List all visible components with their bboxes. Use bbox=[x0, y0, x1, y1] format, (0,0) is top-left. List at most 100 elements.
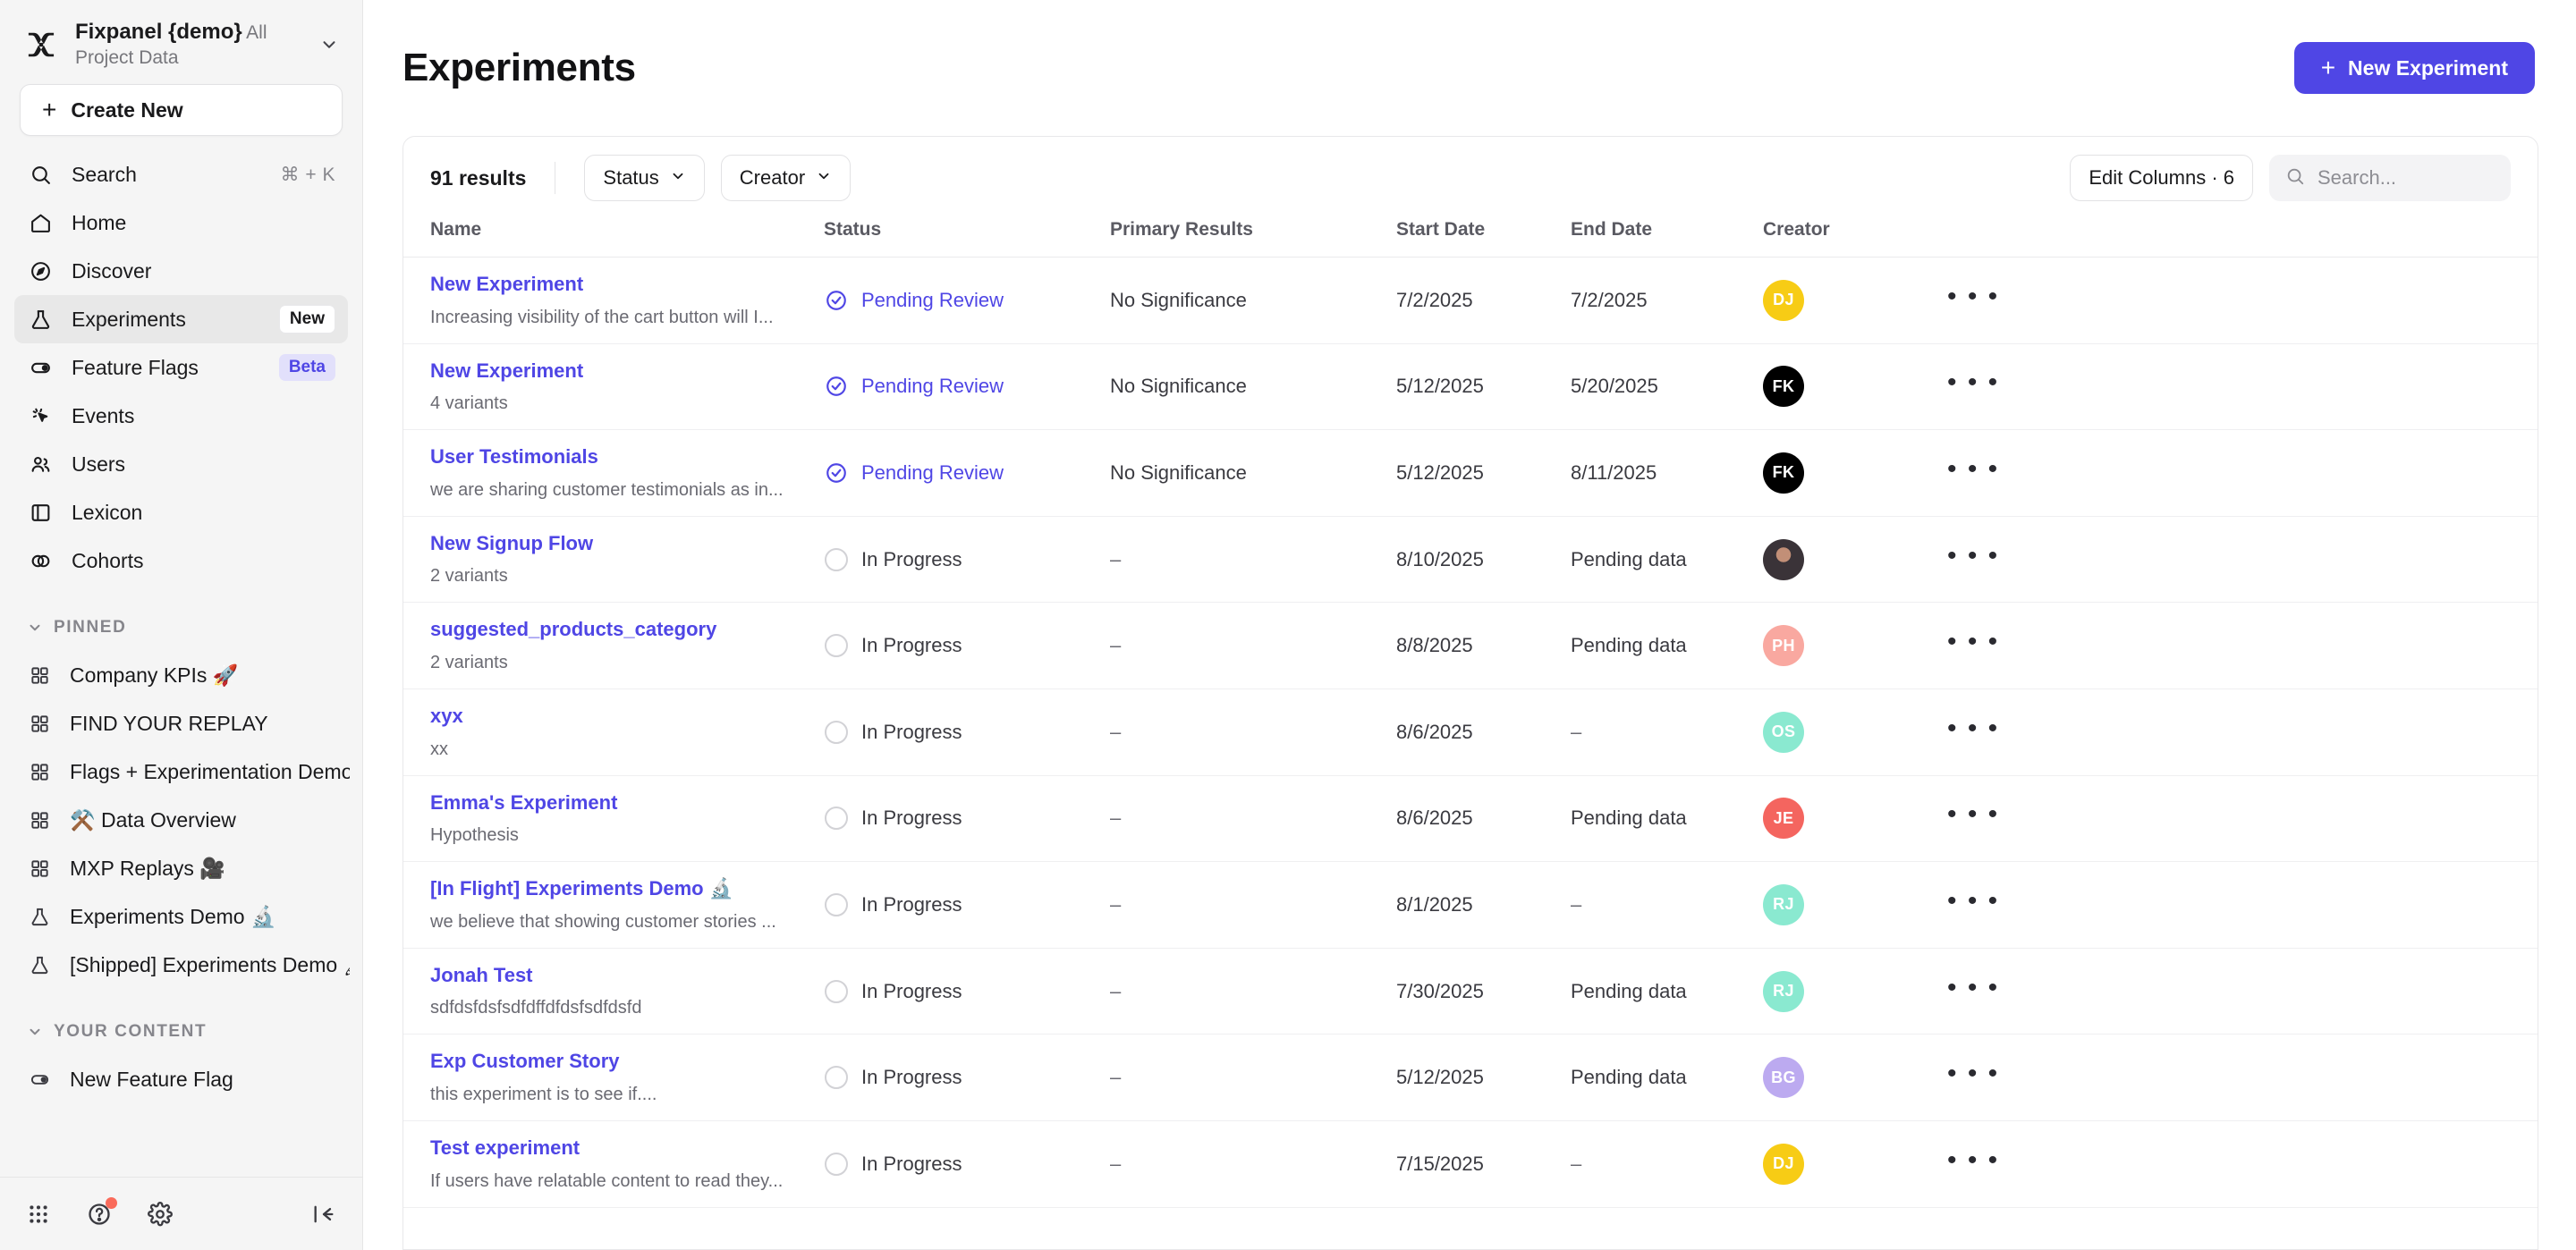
experiment-link[interactable]: Exp Customer Story bbox=[430, 1050, 620, 1073]
creator-filter-button[interactable]: Creator bbox=[720, 155, 852, 201]
sidebar-item-events[interactable]: Events bbox=[14, 392, 348, 440]
sidebar-item-cohorts[interactable]: Cohorts bbox=[14, 536, 348, 585]
avatar[interactable]: RJ bbox=[1763, 883, 1804, 925]
table-row[interactable]: Jonah Test sdfdsfdsfsdfdffdfdsfsdfdsfd In … bbox=[403, 948, 2538, 1035]
sidebar-item-home[interactable]: Home bbox=[14, 198, 348, 247]
sidebar-item-lexicon[interactable]: Lexicon bbox=[14, 488, 348, 536]
experiment-link[interactable]: xyx bbox=[430, 704, 463, 727]
avatar[interactable]: JE bbox=[1763, 798, 1804, 840]
column-header-creator[interactable]: Creator bbox=[1763, 219, 1924, 258]
avatar[interactable]: BG bbox=[1763, 1057, 1804, 1099]
pinned-item-shipped-experiments-demo[interactable]: [Shipped] Experiments Demo 🖊 bbox=[0, 941, 362, 989]
avatar[interactable] bbox=[1763, 538, 1804, 580]
table-row[interactable]: Emma's Experiment Hypothesis In Progress – 8… bbox=[403, 775, 2538, 862]
column-header-name[interactable]: Name bbox=[403, 219, 824, 258]
column-header-start-date[interactable]: Start Date bbox=[1396, 219, 1571, 258]
experiments-table: Name Status Primary Results Start Date E… bbox=[403, 219, 2538, 1208]
table-row[interactable]: User Testimonials we are sharing customer… bbox=[403, 430, 2538, 517]
table-row[interactable]: Exp Customer Story this experiment is to … bbox=[403, 1035, 2538, 1121]
experiment-link[interactable]: Test experiment bbox=[430, 1136, 580, 1159]
avatar[interactable]: FK bbox=[1763, 366, 1804, 408]
table-row[interactable]: New Signup Flow 2 variants In Progress – 8/1… bbox=[403, 516, 2538, 603]
sidebar-item-discover[interactable]: Discover bbox=[14, 247, 348, 295]
edit-columns-label: Edit Columns · 6 bbox=[2089, 166, 2234, 189]
pinned-item-flags-experimentation-demo[interactable]: Flags + Experimentation Demo ⱼ bbox=[0, 747, 362, 796]
cell-end-date: 5/20/2025 bbox=[1571, 343, 1763, 430]
kebab-menu-icon[interactable]: • • • bbox=[1947, 1059, 2000, 1089]
pinned-item-company-kpis[interactable]: Company KPIs 🚀 bbox=[0, 651, 362, 699]
kebab-menu-icon[interactable]: • • • bbox=[1947, 281, 2000, 311]
kebab-menu-icon[interactable]: • • • bbox=[1947, 799, 2000, 830]
column-header-end-date[interactable]: End Date bbox=[1571, 219, 1763, 258]
avatar[interactable]: FK bbox=[1763, 452, 1804, 494]
gear-icon[interactable] bbox=[145, 1199, 175, 1229]
avatar[interactable]: RJ bbox=[1763, 970, 1804, 1012]
kebab-menu-icon[interactable]: • • • bbox=[1947, 540, 2000, 570]
edit-columns-button[interactable]: Edit Columns · 6 bbox=[2070, 155, 2253, 201]
avatar[interactable]: DJ bbox=[1763, 1143, 1804, 1185]
collapse-sidebar-icon[interactable] bbox=[309, 1199, 339, 1229]
plus-icon: + bbox=[2320, 54, 2336, 81]
pinned-item-find-your-replay[interactable]: FIND YOUR REPLAY bbox=[0, 699, 362, 747]
pinned-item-mxp-replays[interactable]: MXP Replays 🎥 bbox=[0, 844, 362, 892]
kebab-menu-icon[interactable]: • • • bbox=[1947, 972, 2000, 1002]
status-badge: In Progress bbox=[861, 720, 962, 743]
pinned-section-header[interactable]: PINNED bbox=[0, 604, 362, 651]
experiment-link[interactable]: Jonah Test bbox=[430, 963, 533, 986]
grid-apps-icon[interactable] bbox=[23, 1199, 54, 1229]
sidebar-item-users[interactable]: Users bbox=[14, 440, 348, 488]
start-date-value: 8/1/2025 bbox=[1396, 892, 1473, 916]
avatar[interactable]: OS bbox=[1763, 711, 1804, 753]
pinned-item-experiments-demo[interactable]: Experiments Demo 🔬 bbox=[0, 892, 362, 941]
new-experiment-button[interactable]: + New Experiment bbox=[2293, 42, 2535, 94]
experiment-link[interactable]: Emma's Experiment bbox=[430, 790, 618, 814]
project-switcher[interactable]: Fixpanel {demo} All Project Data bbox=[0, 0, 362, 79]
cell-start-date: 7/30/2025 bbox=[1396, 948, 1571, 1035]
column-header-status[interactable]: Status bbox=[824, 219, 1110, 258]
flask-icon bbox=[27, 904, 52, 929]
cell-name: New Experiment Increasing visibility of t… bbox=[403, 258, 824, 344]
cell-creator: RJ bbox=[1763, 862, 1924, 949]
table-row[interactable]: Test experiment If users have relatable c… bbox=[403, 1120, 2538, 1208]
end-date-value: Pending data bbox=[1571, 634, 1687, 657]
table-row[interactable]: suggested_products_category 2 variants In … bbox=[403, 603, 2538, 689]
table-row[interactable]: xyx xx In Progress – 8/6/2025 – OS • • • bbox=[403, 688, 2538, 776]
status-filter-button[interactable]: Status bbox=[584, 155, 705, 201]
sidebar-item-label: Home bbox=[72, 210, 127, 234]
experiment-link[interactable]: New Experiment bbox=[430, 359, 584, 382]
cell-end-date: 8/11/2025 bbox=[1571, 430, 1763, 517]
table-row[interactable]: [In Flight] Experiments Demo 🔬 we believe… bbox=[403, 862, 2538, 949]
avatar[interactable]: DJ bbox=[1763, 279, 1804, 321]
kebab-menu-icon[interactable]: • • • bbox=[1947, 1144, 2000, 1175]
pinned-item-data-overview[interactable]: ⚒️ Data Overview bbox=[0, 796, 362, 844]
column-header-primary-results[interactable]: Primary Results bbox=[1110, 219, 1396, 258]
avatar[interactable]: PH bbox=[1763, 625, 1804, 667]
experiment-link[interactable]: New Signup Flow bbox=[430, 531, 594, 554]
cell-name: Emma's Experiment Hypothesis bbox=[403, 775, 824, 862]
search-input[interactable] bbox=[2318, 166, 2495, 190]
experiment-link[interactable]: User Testimonials bbox=[430, 445, 598, 469]
help-circle-icon[interactable] bbox=[84, 1196, 117, 1229]
experiment-subtitle: this experiment is to see if.... bbox=[430, 1084, 657, 1104]
your-content-item-new-feature-flag[interactable]: New Feature Flag bbox=[0, 1055, 362, 1103]
experiment-link[interactable]: suggested_products_category bbox=[430, 618, 717, 641]
sidebar-item-experiments[interactable]: Experiments New bbox=[14, 295, 348, 343]
experiment-link[interactable]: New Experiment bbox=[430, 273, 584, 295]
experiment-link[interactable]: [In Flight] Experiments Demo 🔬 bbox=[430, 877, 734, 900]
your-content-section-header[interactable]: YOUR CONTENT bbox=[0, 1009, 362, 1055]
kebab-menu-icon[interactable]: • • • bbox=[1947, 713, 2000, 743]
kebab-menu-icon[interactable]: • • • bbox=[1947, 453, 2000, 484]
sidebar-item-search[interactable]: Search ⌘ + K bbox=[14, 150, 348, 198]
kebab-menu-icon[interactable]: • • • bbox=[1947, 627, 2000, 657]
table-search[interactable] bbox=[2269, 155, 2511, 201]
chevron-down-icon[interactable] bbox=[316, 31, 343, 58]
sidebar-item-feature-flags[interactable]: Feature Flags Beta bbox=[14, 343, 348, 392]
create-new-button[interactable]: + Create New bbox=[20, 84, 343, 136]
kebab-menu-icon[interactable]: • • • bbox=[1947, 367, 2000, 398]
cell-actions: • • • bbox=[1924, 343, 2538, 430]
table-row[interactable]: New Experiment 4 variants Pending Review No… bbox=[403, 343, 2538, 430]
kebab-menu-icon[interactable]: • • • bbox=[1947, 885, 2000, 916]
end-date-value: Pending data bbox=[1571, 1066, 1687, 1089]
table-row[interactable]: New Experiment Increasing visibility of t… bbox=[403, 258, 2538, 344]
primary-results-value: – bbox=[1110, 892, 1122, 916]
